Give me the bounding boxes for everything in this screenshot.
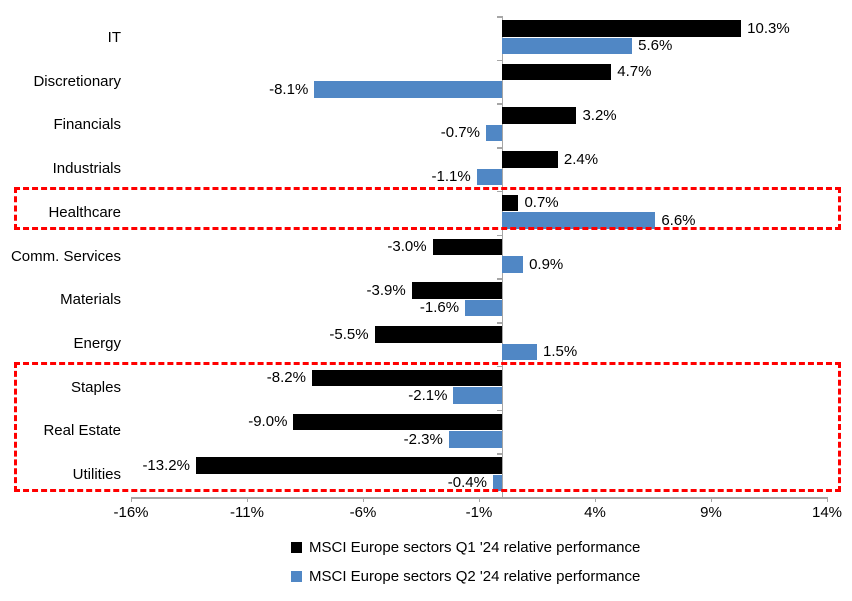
value-label-q1-financials: 3.2% (582, 106, 617, 124)
bar-q1-healthcare (502, 194, 519, 212)
bar-q1-energy (374, 326, 503, 343)
value-label-q2-discretionary: -8.1% (269, 80, 309, 98)
value-label-q1-materials: -3.9% (366, 281, 406, 299)
bar-q2-discretionary (314, 81, 503, 98)
value-label-q2-staples: -2.1% (408, 386, 448, 404)
value-label-q1-it: 10.3% (747, 19, 790, 37)
x-axis-tick (710, 497, 712, 502)
q2-series-swatch-icon (291, 571, 302, 582)
value-label-q1-healthcare: 0.7% (524, 194, 559, 212)
legend-item-q1: MSCI Europe sectors Q1 '24 relative perf… (291, 537, 640, 558)
x-axis-tick (130, 497, 132, 502)
bar-q1-industrials (502, 151, 558, 168)
value-label-q2-financials: -0.7% (440, 124, 480, 142)
bar-q1-discretionary (502, 63, 612, 81)
y-axis-tick (497, 190, 503, 193)
bar-q1-it (502, 20, 742, 37)
x-tick-label-4: 4% (584, 504, 606, 521)
bar-q2-comm-services (502, 256, 524, 273)
bar-q2-real-estate (448, 431, 503, 448)
bar-q1-comm-services (432, 238, 503, 256)
x-axis-tick (478, 497, 480, 502)
value-label-q1-industrials: 2.4% (563, 150, 599, 168)
value-label-q2-industrials: -1.1% (431, 168, 471, 186)
y-axis-tick (497, 453, 503, 455)
value-label-q2-comm-services: 0.9% (529, 255, 564, 273)
x-tick-label-1: -1% (465, 504, 493, 521)
x-tick-label-11: -11% (230, 504, 264, 521)
value-label-q2-materials: -1.6% (419, 299, 460, 317)
x-tick-label-9: 9% (700, 504, 722, 521)
category-label-industrials: Industrials (52, 160, 121, 178)
category-label-comm-services: Comm. Services (10, 247, 121, 265)
y-axis-tick (497, 497, 503, 499)
category-label-healthcare: Healthcare (48, 203, 121, 221)
legend-label-q1: MSCI Europe sectors Q1 '24 relative perf… (309, 538, 641, 556)
value-label-q2-energy: 1.5% (543, 343, 578, 361)
bar-q2-staples (453, 387, 503, 404)
x-axis-tick (594, 497, 596, 502)
y-axis-tick (497, 234, 503, 237)
x-axis-tick (826, 497, 828, 502)
value-label-q2-real-estate: -2.3% (403, 430, 443, 448)
y-axis-tick (497, 409, 503, 412)
healthcare-highlight (14, 187, 841, 231)
x-tick-label-14: 14% (811, 504, 843, 521)
bar-q2-financials (485, 124, 503, 142)
bar-q2-materials (465, 299, 503, 317)
bar-q1-financials (502, 107, 577, 124)
bar-q1-materials (411, 282, 503, 299)
category-label-financials: Financials (53, 116, 121, 134)
bar-q1-staples (311, 369, 503, 387)
category-label-energy: Energy (73, 334, 121, 352)
category-label-it: IT (107, 28, 121, 46)
category-label-utilities: Utilities (72, 466, 121, 484)
value-label-q2-it: 5.6% (638, 37, 673, 54)
bar-q2-healthcare (502, 212, 656, 229)
y-axis-tick (497, 59, 503, 62)
value-label-q1-comm-services: -3.0% (387, 238, 427, 256)
category-label-real-estate: Real Estate (43, 422, 121, 440)
bar-q1-utilities (195, 457, 503, 474)
category-label-staples: Staples (70, 378, 121, 396)
bar-q2-utilities (492, 474, 503, 492)
x-axis-tick (362, 497, 364, 502)
bar-q2-industrials (476, 168, 503, 186)
bar-q2-it (502, 37, 633, 54)
y-axis-tick (497, 16, 503, 18)
value-label-q1-discretionary: 4.7% (617, 63, 652, 81)
value-label-q1-real-estate: -9.0% (248, 413, 288, 431)
category-label-discretionary: Discretionary (33, 72, 121, 90)
bar-q1-real-estate (293, 413, 503, 431)
x-axis-tick (246, 497, 248, 502)
value-label-q1-staples: -8.2% (266, 369, 306, 387)
value-label-q2-healthcare: 6.6% (661, 211, 696, 229)
category-label-materials: Materials (60, 291, 121, 309)
q1-series-swatch-icon (291, 542, 302, 553)
value-label-q1-energy: -5.5% (329, 325, 369, 343)
bar-q2-energy (502, 343, 537, 361)
value-label-q2-utilities: -0.4% (447, 474, 487, 492)
value-label-q1-utilities: -13.2% (142, 456, 190, 474)
y-axis-tick (497, 365, 503, 368)
y-axis-tick (497, 103, 503, 105)
x-tick-label-16: -16% (113, 504, 149, 521)
legend-item-q2: MSCI Europe sectors Q2 '24 relative perf… (291, 566, 640, 587)
legend: MSCI Europe sectors Q1 '24 relative perf… (291, 537, 640, 595)
y-axis-tick (497, 147, 503, 149)
legend-label-q2: MSCI Europe sectors Q2 '24 relative perf… (309, 567, 641, 585)
x-tick-label-6: -6% (349, 504, 377, 521)
y-axis-tick (497, 322, 503, 324)
y-axis-tick (497, 278, 503, 280)
